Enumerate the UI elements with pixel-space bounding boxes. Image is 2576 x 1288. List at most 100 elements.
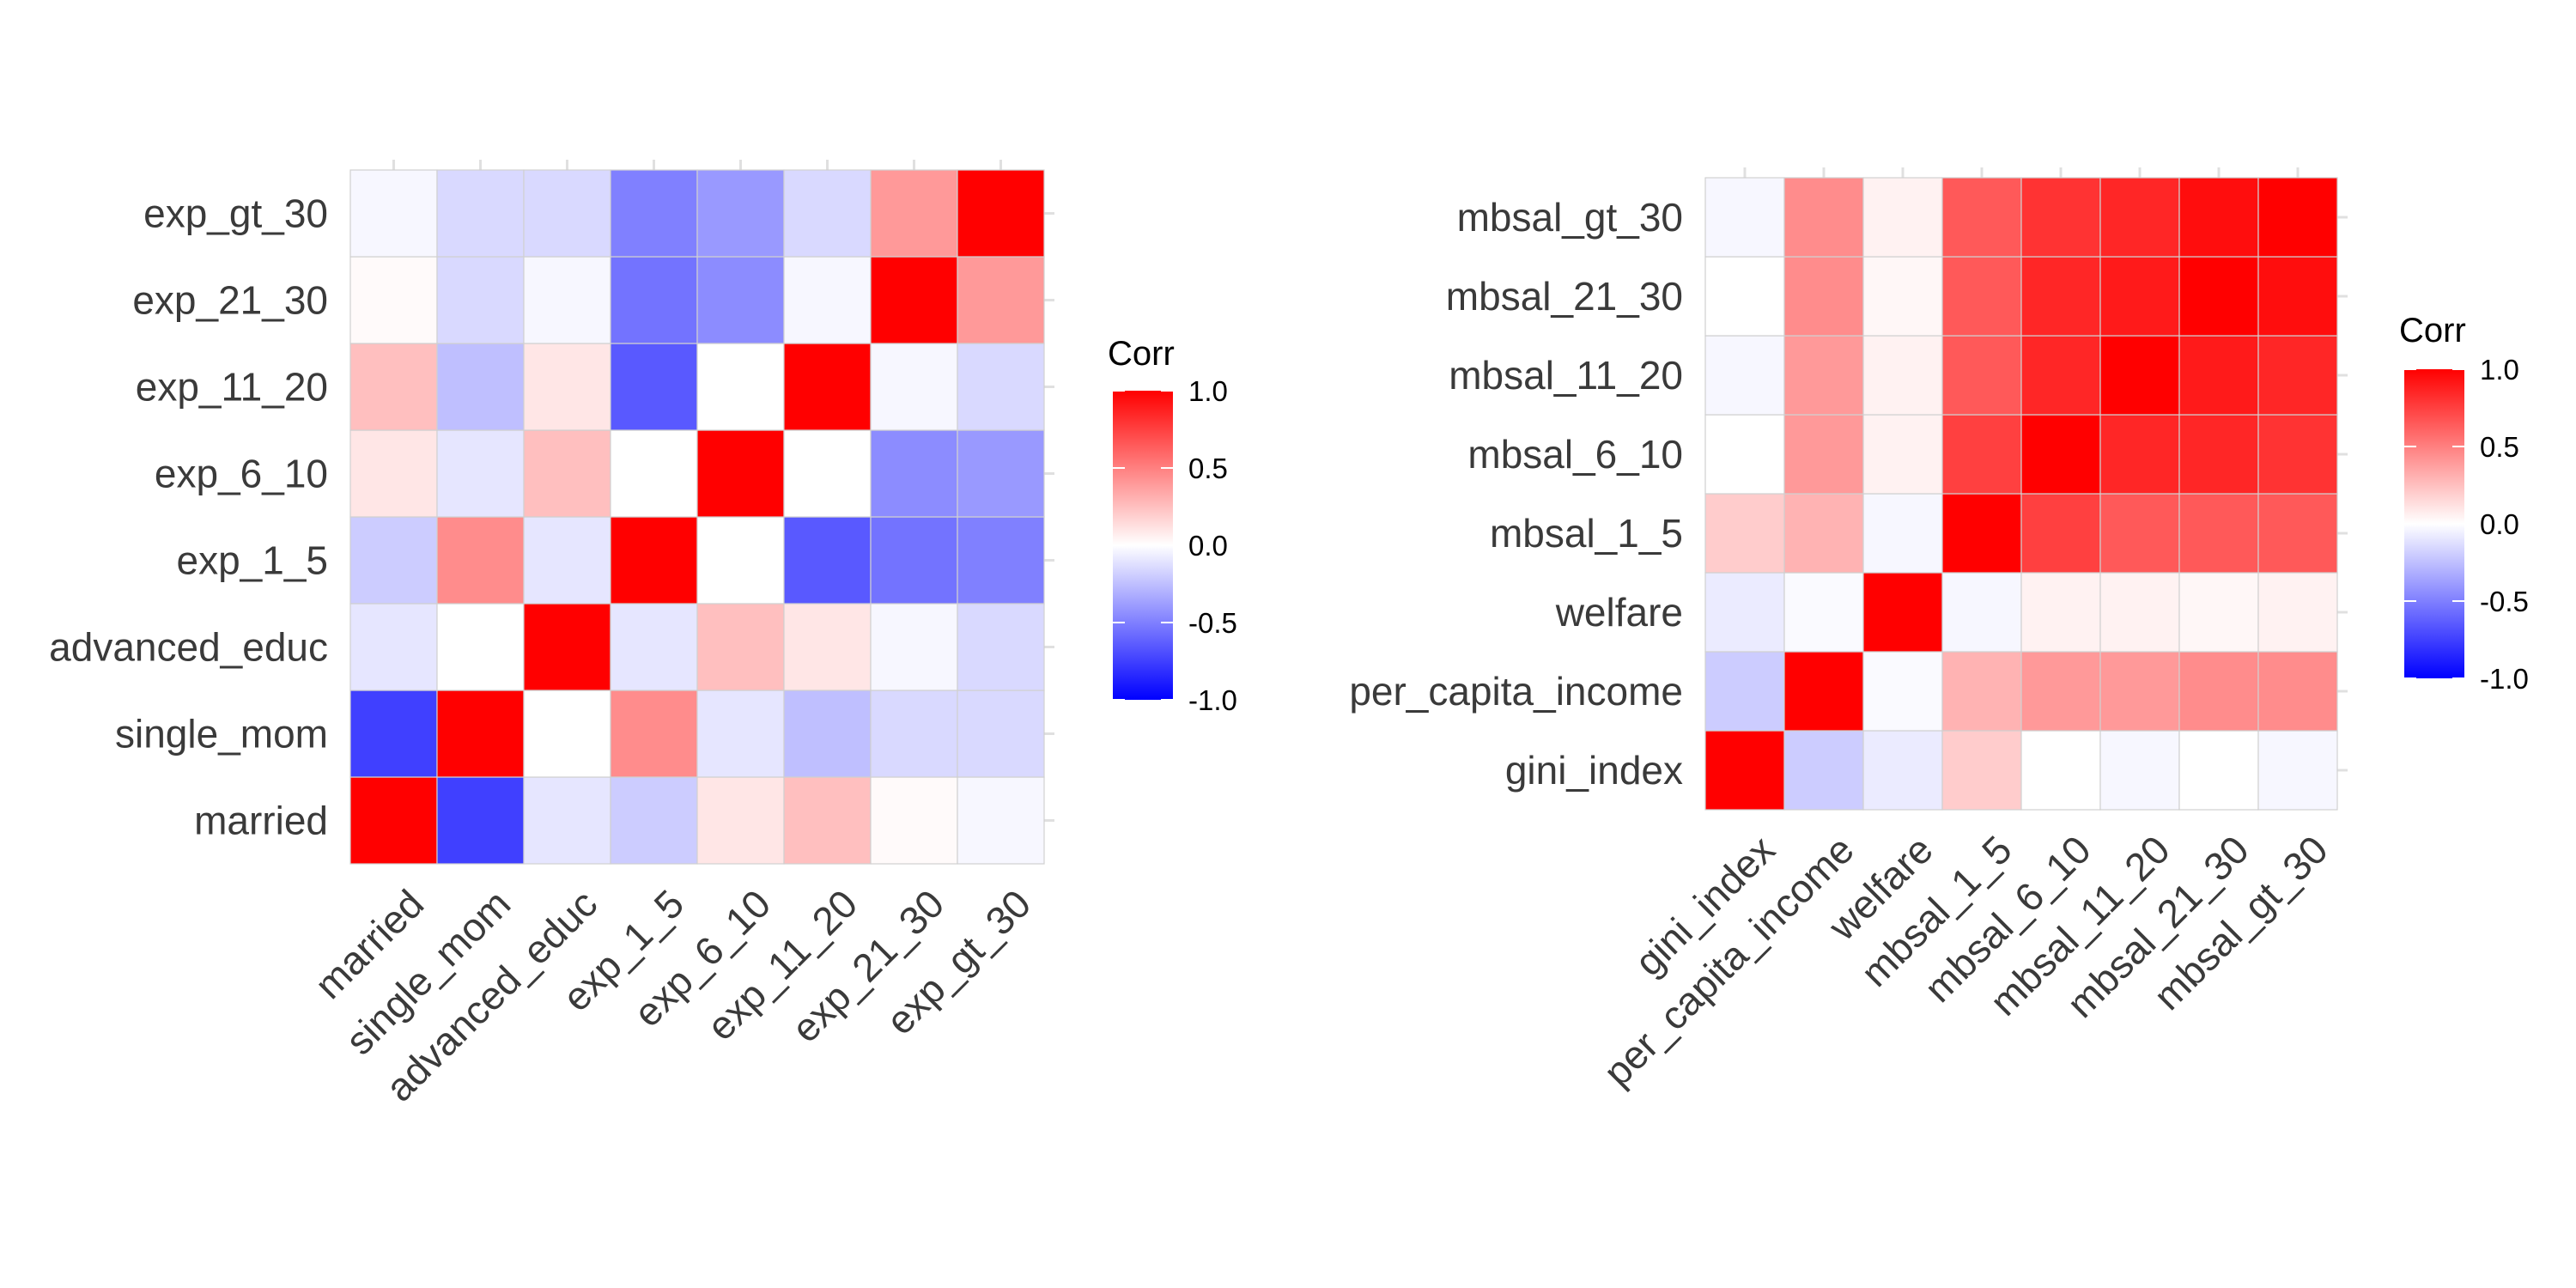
y-tick-label: exp_11_20	[136, 365, 328, 410]
heatmap-cell-exp_gt_30-advanced_educ	[523, 169, 611, 258]
y-tick-label: exp_gt_30	[143, 191, 328, 236]
heatmap-cell-mbsal_11_20-mbsal_11_20	[2099, 335, 2180, 416]
heatmap-cell-exp_gt_30-exp_1_5	[610, 169, 698, 258]
heatmap-cell-per_capita_income-mbsal_6_10	[2020, 651, 2101, 732]
heatmap-cell-gini_index-per_capita_income	[1783, 730, 1864, 811]
heatmap-cell-exp_6_10-exp_21_30	[870, 429, 958, 518]
heatmap-cell-exp_1_5-single_mom	[436, 516, 525, 605]
y-tick-label: gini_index	[1505, 748, 1683, 793]
heatmap-panel-left: married single_mom advanced_educ exp_1_5 exp…	[49, 160, 1237, 1110]
heatmap-cell-welfare-mbsal_1_5	[1941, 572, 2022, 653]
heatmap-cell-mbsal_gt_30-per_capita_income	[1783, 177, 1864, 258]
heatmap-cell-mbsal_6_10-per_capita_income	[1783, 414, 1864, 495]
heatmap-cell-exp_6_10-exp_1_5	[610, 429, 698, 518]
y-tick-label: welfare	[1555, 590, 1683, 635]
heatmap-cell-advanced_educ-exp_6_10	[696, 603, 785, 691]
heatmap-cell-mbsal_1_5-mbsal_11_20	[2099, 493, 2180, 574]
heatmap-cell-mbsal_21_30-per_capita_income	[1783, 256, 1864, 337]
heatmap-cell-exp_11_20-exp_1_5	[610, 343, 698, 431]
heatmap-cell-exp_1_5-exp_21_30	[870, 516, 958, 605]
y-tick-label: mbsal_11_20	[1449, 353, 1683, 398]
heatmap-cell-exp_21_30-single_mom	[436, 256, 525, 344]
legend-tick-label: 1.0	[1188, 375, 1228, 407]
colorbar-legend: Corr 1.0 0.5 0.0 -0.5 -1.0	[1108, 335, 1237, 716]
legend-tick-label: -1.0	[1188, 684, 1237, 716]
heatmap-cell-exp_6_10-advanced_educ	[523, 429, 611, 518]
heatmap-cell-mbsal_gt_30-mbsal_6_10	[2020, 177, 2101, 258]
heatmap-cell-exp_gt_30-exp_21_30	[870, 169, 958, 258]
heatmap-cell-married-exp_21_30	[870, 776, 958, 865]
heatmap-cell-exp_1_5-exp_6_10	[696, 516, 785, 605]
heatmap-cell-per_capita_income-per_capita_income	[1783, 651, 1864, 732]
heatmap-cell-mbsal_gt_30-mbsal_21_30	[2178, 177, 2259, 258]
heatmap-cell-mbsal_6_10-mbsal_6_10	[2020, 414, 2101, 495]
heatmap-cell-welfare-mbsal_gt_30	[2257, 572, 2338, 653]
heatmap-cell-married-exp_1_5	[610, 776, 698, 865]
heatmap-cell-single_mom-exp_21_30	[870, 690, 958, 778]
heatmap-cell-married-exp_gt_30	[957, 776, 1045, 865]
legend-tick-label: 0.0	[1188, 530, 1228, 562]
heatmap-cell-mbsal_21_30-gini_index	[1704, 256, 1785, 337]
heatmap-cell-exp_21_30-advanced_educ	[523, 256, 611, 344]
heatmap-cell-mbsal_1_5-gini_index	[1704, 493, 1785, 574]
heatmap-cell-mbsal_21_30-mbsal_1_5	[1941, 256, 2022, 337]
heatmap-cell-married-exp_11_20	[783, 776, 872, 865]
legend-title: Corr	[1108, 335, 1175, 373]
heatmap-cell-per_capita_income-welfare	[1862, 651, 1943, 732]
heatmap-cell-mbsal_gt_30-mbsal_gt_30	[2257, 177, 2338, 258]
heatmap-cell-mbsal_gt_30-welfare	[1862, 177, 1943, 258]
heatmap-cell-welfare-per_capita_income	[1783, 572, 1864, 653]
heatmap-cell-exp_gt_30-exp_11_20	[783, 169, 872, 258]
heatmap-cell-exp_21_30-married	[349, 256, 438, 344]
heatmap-cell-exp_11_20-married	[349, 343, 438, 431]
heatmap-cell-exp_11_20-exp_gt_30	[957, 343, 1045, 431]
heatmap-cell-single_mom-exp_gt_30	[957, 690, 1045, 778]
heatmap-cell-per_capita_income-mbsal_21_30	[2178, 651, 2259, 732]
heatmap-cell-mbsal_11_20-mbsal_1_5	[1941, 335, 2022, 416]
heatmap-cell-exp_gt_30-exp_6_10	[696, 169, 785, 258]
heatmap-cell-exp_21_30-exp_11_20	[783, 256, 872, 344]
heatmap-cell-mbsal_11_20-gini_index	[1704, 335, 1785, 416]
heatmap-cell-exp_6_10-single_mom	[436, 429, 525, 518]
heatmap-cell-exp_11_20-exp_11_20	[783, 343, 872, 431]
heatmap-cell-single_mom-exp_1_5	[610, 690, 698, 778]
heatmap-cell-exp_6_10-exp_gt_30	[957, 429, 1045, 518]
heatmap-cell-gini_index-welfare	[1862, 730, 1943, 811]
heatmap-cell-mbsal_21_30-mbsal_gt_30	[2257, 256, 2338, 337]
legend-tick-label: 0.5	[1188, 453, 1228, 484]
heatmap-cell-mbsal_6_10-welfare	[1862, 414, 1943, 495]
heatmap-cell-gini_index-mbsal_11_20	[2099, 730, 2180, 811]
heatmap-cell-per_capita_income-gini_index	[1704, 651, 1785, 732]
heatmap-cell-exp_21_30-exp_21_30	[870, 256, 958, 344]
heatmap-cell-exp_1_5-exp_11_20	[783, 516, 872, 605]
legend-tick-label: 0.0	[2480, 508, 2519, 540]
heatmap-cell-exp_1_5-advanced_educ	[523, 516, 611, 605]
heatmap-cell-single_mom-married	[349, 690, 438, 778]
heatmap-cell-advanced_educ-single_mom	[436, 603, 525, 691]
y-tick-label: exp_21_30	[132, 278, 328, 323]
heatmap-cell-advanced_educ-exp_1_5	[610, 603, 698, 691]
y-tick-label: mbsal_1_5	[1490, 511, 1683, 556]
legend-tick-label: 0.5	[2480, 431, 2519, 463]
heatmap-cell-mbsal_1_5-mbsal_21_30	[2178, 493, 2259, 574]
heatmap-cell-exp_21_30-exp_6_10	[696, 256, 785, 344]
heatmap-cell-per_capita_income-mbsal_11_20	[2099, 651, 2180, 732]
heatmap-cell-exp_gt_30-single_mom	[436, 169, 525, 258]
heatmap-cell-mbsal_11_20-welfare	[1862, 335, 1943, 416]
heatmap-cell-advanced_educ-exp_11_20	[783, 603, 872, 691]
heatmap-cell-advanced_educ-exp_gt_30	[957, 603, 1045, 691]
heatmap-cell-mbsal_11_20-per_capita_income	[1783, 335, 1864, 416]
y-tick-label: single_mom	[115, 712, 328, 756]
heatmap-cell-exp_1_5-married	[349, 516, 438, 605]
heatmap-cell-mbsal_6_10-gini_index	[1704, 414, 1785, 495]
heatmap-cell-mbsal_gt_30-mbsal_11_20	[2099, 177, 2180, 258]
heatmap-cell-exp_11_20-exp_21_30	[870, 343, 958, 431]
heatmap-cell-mbsal_gt_30-mbsal_1_5	[1941, 177, 2022, 258]
heatmap-cell-mbsal_21_30-mbsal_11_20	[2099, 256, 2180, 337]
colorbar-legend: Corr 1.0 0.5 0.0 -0.5 -1.0	[2399, 312, 2529, 695]
heatmap-cell-mbsal_21_30-mbsal_21_30	[2178, 256, 2259, 337]
heatmap-cell-mbsal_6_10-mbsal_21_30	[2178, 414, 2259, 495]
heatmap-cell-married-advanced_educ	[523, 776, 611, 865]
y-tick-label: mbsal_gt_30	[1457, 195, 1683, 240]
